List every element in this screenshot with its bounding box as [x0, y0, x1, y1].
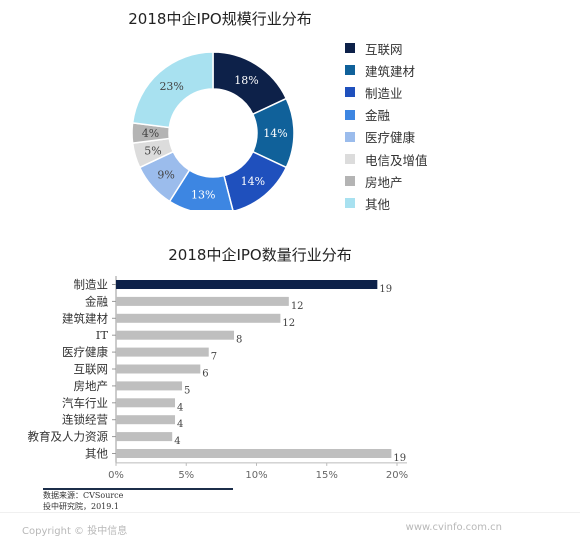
x-tick-label: 15% [316, 470, 338, 481]
pie-value-label: 5% [144, 144, 161, 157]
pie-value-label: 14% [241, 175, 265, 188]
pie-chart-title: 2018中企IPO规模行业分布 [128, 10, 312, 28]
bar-10 [116, 449, 392, 458]
bar-chart: 制造业 19 金融 12 建筑建材 12 IT 8 医疗健康 7 互联网 6 房地产 5 汽车行业 4 连锁经营… [28, 276, 408, 481]
bar-value-label: 4 [174, 436, 180, 447]
category-label: 教育及人力资源 [28, 430, 109, 444]
category-label: 金融 [85, 294, 108, 308]
x-tick-label: 10% [245, 470, 267, 481]
bar-0 [116, 280, 378, 289]
pie-value-label: 9% [157, 168, 174, 181]
legend-label: 建筑建材 [365, 63, 416, 79]
category-label: 汽车行业 [62, 396, 108, 410]
bar-value-label: 7 [211, 352, 217, 363]
legend-swatch [345, 176, 355, 187]
source-line-2: 投中研究院，2019.1 [43, 502, 119, 511]
legend-item: 金融 [345, 104, 428, 126]
pie-value-label: 13% [191, 189, 215, 202]
legend-swatch [345, 43, 355, 54]
bar-chart-title: 2018中企IPO数量行业分布 [168, 246, 352, 264]
bar-4 [116, 347, 209, 357]
copyright-text: Copyright © 投中信息 [22, 526, 128, 537]
legend-label: 制造业 [365, 85, 403, 101]
category-label: 制造业 [74, 278, 109, 292]
bar-3 [116, 330, 235, 340]
category-label: 互联网 [74, 362, 109, 376]
bar-value-label: 5 [184, 385, 190, 396]
legend-item: 制造业 [345, 81, 428, 103]
legend-label: 医疗健康 [365, 130, 416, 146]
bar-value-label: 6 [202, 369, 208, 380]
legend-item: 其他 [345, 192, 428, 214]
source-line-1: 数据来源：CVSource [43, 491, 124, 500]
bar-2 [116, 313, 281, 323]
legend-swatch [345, 87, 355, 98]
legend-label: 房地产 [365, 174, 403, 190]
pie-value-label: 18% [234, 74, 258, 87]
legend-swatch [345, 154, 355, 165]
category-label: 建筑建材 [62, 311, 108, 325]
bar-9 [116, 432, 173, 442]
legend-item: 电信及增值 [345, 148, 428, 170]
footer-divider [0, 512, 580, 513]
pie-chart: 18% 14% 14% 13% 9% 5% 4% 23% [131, 51, 295, 210]
legend-label: 电信及增值 [365, 152, 428, 168]
bar-value-label: 12 [282, 318, 295, 329]
category-label: 房地产 [74, 379, 109, 393]
bar-1 [116, 296, 289, 306]
legend-item: 建筑建材 [345, 59, 428, 81]
bar-value-label: 8 [236, 335, 242, 346]
bar-value-label: 19 [379, 284, 392, 295]
bar-5 [116, 364, 201, 374]
category-label: 连锁经营 [62, 413, 108, 427]
category-label: 其他 [85, 447, 108, 461]
pie-slice-7 [131, 51, 214, 129]
legend-item: 房地产 [345, 170, 428, 192]
source-divider [43, 488, 233, 490]
legend-label: 互联网 [365, 41, 403, 57]
legend-swatch [345, 65, 355, 76]
pie-slice-2 [223, 150, 288, 210]
x-tick-label: 20% [386, 470, 408, 481]
bar-6 [116, 381, 183, 391]
source-note: 数据来源：CVSource 投中研究院，2019.1 [43, 490, 123, 512]
legend-swatch [345, 131, 355, 142]
pie-legend: 互联网建筑建材制造业金融医疗健康电信及增值房地产其他 [345, 37, 428, 215]
category-label: 医疗健康 [62, 345, 108, 359]
legend-label: 金融 [365, 108, 391, 124]
pie-value-label: 23% [159, 80, 183, 93]
legend-item: 互联网 [345, 37, 428, 59]
site-url: www.cvinfo.com.cn [405, 522, 502, 533]
pie-value-label: 14% [263, 127, 287, 140]
category-label: IT [96, 328, 109, 342]
bar-8 [116, 415, 176, 425]
bar-value-label: 12 [291, 301, 304, 312]
bar-7 [116, 398, 176, 408]
legend-item: 医疗健康 [345, 126, 428, 148]
x-tick-label: 5% [178, 470, 194, 481]
legend-swatch [345, 109, 355, 120]
pie-value-label: 4% [142, 127, 159, 140]
bar-value-label: 4 [177, 419, 183, 430]
legend-swatch [345, 198, 355, 209]
x-tick-label: 0% [108, 470, 124, 481]
bar-value-label: 19 [393, 453, 406, 464]
legend-label: 其他 [365, 196, 391, 212]
bar-value-label: 4 [177, 402, 183, 413]
